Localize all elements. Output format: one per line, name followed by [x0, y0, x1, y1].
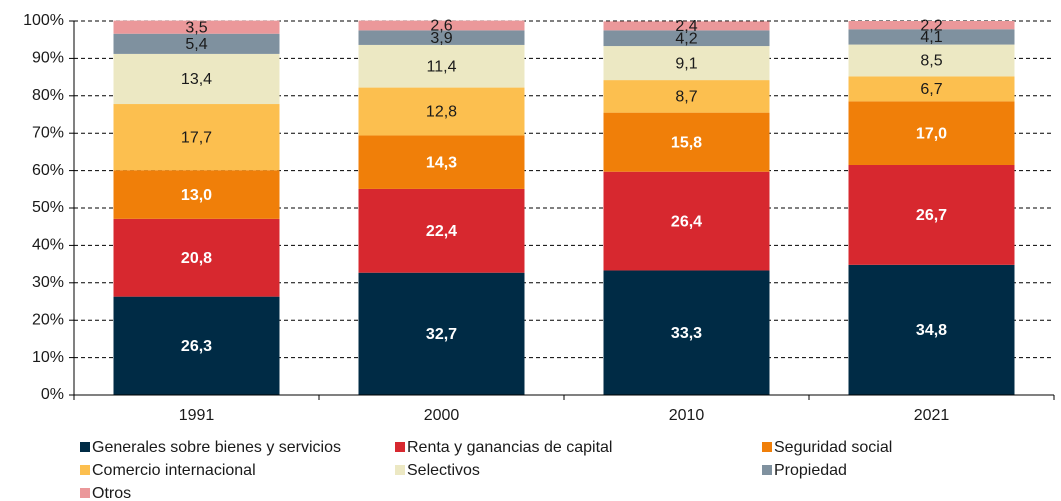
data-label: 4,1 [920, 29, 942, 46]
bar-segment [358, 272, 525, 395]
data-label: 26,7 [916, 207, 947, 224]
data-label: 32,7 [426, 326, 457, 343]
legend-swatch [762, 442, 772, 452]
x-tick-label: 1991 [179, 407, 215, 424]
y-tick-label: 70% [32, 124, 64, 141]
data-label: 2,4 [675, 18, 697, 35]
data-label: 15,8 [671, 134, 702, 151]
data-label: 26,3 [181, 338, 212, 355]
data-label: 12,8 [426, 104, 457, 121]
legend-swatch [395, 465, 405, 475]
bar-segment [848, 44, 1015, 77]
y-tick-label: 40% [32, 237, 64, 254]
legend-swatch [80, 465, 90, 475]
bar-segment [358, 87, 525, 136]
bar-segment [848, 76, 1015, 102]
bar-segment [603, 30, 770, 47]
bar-segment [603, 46, 770, 81]
y-tick-label: 10% [32, 349, 64, 366]
data-label: 3,5 [185, 19, 207, 36]
legend-swatch [762, 465, 772, 475]
bar-segment [603, 21, 770, 31]
legend-label: Selectivos [407, 462, 480, 479]
data-label: 3,9 [430, 30, 452, 47]
bar-segment [113, 170, 280, 219]
bar-segment [358, 20, 525, 31]
bar-segment [848, 21, 1015, 30]
data-label: 13,0 [181, 187, 212, 204]
bar-segment [113, 104, 280, 171]
bar-segment [848, 101, 1015, 165]
bar-segment [113, 296, 280, 395]
data-label: 34,8 [916, 322, 947, 339]
data-label: 26,4 [671, 213, 702, 230]
data-label: 11,4 [427, 58, 457, 75]
legend-label: Seguridad social [774, 439, 892, 456]
x-tick-label: 2000 [424, 407, 460, 424]
data-label: 33,3 [671, 325, 702, 342]
data-label: 14,3 [426, 154, 457, 171]
data-label: 2,2 [920, 17, 942, 34]
x-tick-label: 2021 [914, 407, 950, 424]
legend-swatch [395, 442, 405, 452]
data-label: 5,4 [185, 36, 207, 53]
legend-swatch [80, 488, 90, 498]
x-tick-label: 2010 [669, 407, 705, 424]
bar-segment [113, 33, 280, 54]
data-label: 17,0 [916, 125, 947, 142]
data-label: 2,6 [430, 18, 452, 35]
bar-segment [603, 270, 770, 395]
data-label: 22,4 [426, 223, 457, 240]
data-label: 8,7 [675, 89, 697, 106]
bar-segment [603, 112, 770, 172]
legend-label: Comercio internacional [92, 462, 256, 479]
data-label: 9,1 [675, 55, 697, 72]
legend-swatch [80, 442, 90, 452]
bar-segment [358, 30, 525, 45]
data-label: 20,8 [181, 250, 212, 267]
y-tick-label: 60% [32, 162, 64, 179]
y-tick-label: 50% [32, 199, 64, 216]
y-tick-label: 100% [23, 12, 64, 29]
y-tick-label: 90% [32, 50, 64, 67]
bar-segment [358, 44, 525, 88]
y-tick-label: 30% [32, 274, 64, 291]
bar-segment [848, 29, 1015, 45]
bar-segment [113, 53, 280, 105]
bar-segment [848, 164, 1015, 265]
legend-label: Propiedad [774, 462, 847, 479]
bar-segment [603, 171, 770, 271]
y-tick-label: 0% [41, 386, 64, 403]
bar-segment [603, 80, 770, 113]
bar-segment [358, 188, 525, 273]
bar-segment [848, 264, 1015, 395]
data-label: 8,5 [920, 53, 942, 70]
bar-segment [113, 218, 280, 297]
data-label: 17,7 [181, 129, 212, 146]
legend-label: Generales sobre bienes y servicios [92, 439, 341, 456]
legend-label: Renta y ganancias de capital [407, 439, 612, 456]
bar-segment [358, 135, 525, 189]
y-tick-label: 20% [32, 311, 64, 328]
bar-segment [113, 20, 280, 34]
data-label: 6,7 [920, 81, 942, 98]
data-label: 13,4 [181, 71, 212, 88]
legend-label: Otros [92, 485, 131, 501]
data-label: 4,2 [675, 30, 697, 47]
y-tick-label: 80% [32, 87, 64, 104]
